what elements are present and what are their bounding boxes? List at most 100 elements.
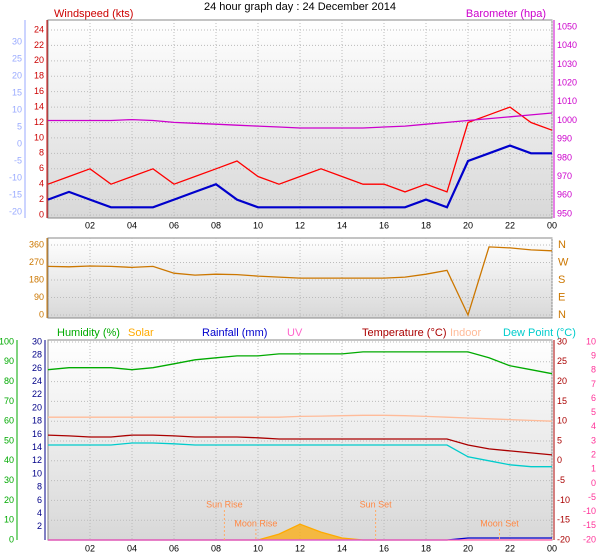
series-line — [47, 144, 552, 209]
annotation: Sun Set — [360, 499, 393, 509]
y-tick-label: 0 — [9, 534, 14, 544]
y2-tick-label: 1040 — [557, 40, 577, 50]
y2-tick-label: 24 — [32, 376, 42, 386]
y2-tick-label: 1000 — [557, 115, 577, 125]
y2-tick-label: 960 — [557, 190, 572, 200]
series-line — [47, 106, 553, 193]
y-tick-label: 90 — [4, 356, 14, 366]
series-line — [48, 442, 552, 468]
y3-tick-label: -5 — [14, 155, 22, 165]
y-tick-label: 270 — [29, 257, 44, 267]
y3-tick-label: 5 — [17, 121, 22, 131]
y3-tick-label: 20 — [557, 376, 567, 386]
y4-tick-label: -5 — [588, 492, 596, 502]
x-tick-label: 08 — [211, 543, 221, 553]
annotation: Moon Rise — [234, 518, 277, 528]
x-tick-label: 08 — [211, 220, 221, 230]
x-tick-label: 12 — [295, 220, 305, 230]
y4-tick-label: 6 — [591, 393, 596, 403]
y2-tick-label: 1050 — [557, 21, 577, 31]
y-tick-label: 20 — [4, 495, 14, 505]
y3-tick-label: 10 — [12, 104, 22, 114]
legend-entry: UV — [287, 327, 303, 339]
y4-tick-label: 8 — [591, 365, 596, 375]
y-tick-label: 24 — [34, 24, 44, 34]
y3-tick-label: 25 — [12, 53, 22, 63]
area-fill — [48, 524, 552, 540]
y-tick-label: 80 — [4, 376, 14, 386]
x-tick-label: 04 — [127, 220, 137, 230]
y2-tick-label: 14 — [32, 442, 42, 452]
y3-tick-label: -15 — [557, 515, 570, 525]
y2-tick-label: 20 — [32, 402, 42, 412]
y-tick-label: 20 — [34, 55, 44, 65]
y2-tick-label: 1010 — [557, 96, 577, 106]
y4-tick-label: 9 — [591, 351, 596, 361]
x-tick-label: 10 — [253, 220, 263, 230]
y4-tick-label: 0 — [591, 478, 596, 488]
y3-tick-label: 30 — [12, 36, 22, 46]
y4-tick-label: 3 — [591, 435, 596, 445]
x-tick-label: 22 — [505, 543, 515, 553]
legend-entry: Solar — [128, 327, 154, 339]
y3-tick-label: -20 — [557, 534, 570, 544]
compass-label: S — [558, 274, 565, 286]
y3-tick-label: 10 — [557, 416, 567, 426]
chart-title: 24 hour graph day : 24 December 2014 — [204, 1, 396, 13]
legend-entry: Dew Point (°C) — [503, 327, 576, 339]
x-tick-label: 16 — [379, 543, 389, 553]
y-tick-label: 30 — [4, 475, 14, 485]
y-tick-label: 8 — [39, 148, 44, 158]
y3-tick-label: 25 — [557, 356, 567, 366]
y3-tick-label: -20 — [9, 206, 22, 216]
y-tick-label: 14 — [34, 101, 44, 111]
y2-tick-label: 970 — [557, 171, 572, 181]
y3-tick-label: 0 — [557, 455, 562, 465]
axis-title: Windspeed (kts) — [54, 8, 133, 20]
series-line — [47, 434, 553, 456]
y4-tick-label: 1 — [591, 464, 596, 474]
y-tick-label: 2 — [39, 194, 44, 204]
y2-tick-label: 1030 — [557, 59, 577, 69]
y4-tick-label: 2 — [591, 450, 596, 460]
y2-tick-label: 950 — [557, 208, 572, 218]
compass-label: W — [558, 256, 569, 268]
y-tick-label: 60 — [4, 416, 14, 426]
y4-tick-label: 5 — [591, 407, 596, 417]
compass-label: N — [558, 309, 566, 321]
y3-tick-label: 20 — [12, 70, 22, 80]
axis-title: Barometer (hpa) — [466, 8, 546, 20]
y4-tick-label: -10 — [583, 506, 596, 516]
y-tick-label: 90 — [34, 292, 44, 302]
y2-tick-label: 30 — [32, 336, 42, 346]
x-tick-label: 10 — [253, 543, 263, 553]
compass-label: N — [558, 239, 566, 251]
legend-entry: Humidity (%) — [57, 327, 120, 339]
annotation: Sun Rise — [206, 499, 243, 509]
y2-tick-label: 2 — [37, 521, 42, 531]
y2-tick-label: 4 — [37, 508, 42, 518]
legend-entry: Temperature (°C) — [362, 327, 446, 339]
y-tick-label: 0 — [39, 209, 44, 219]
x-tick-label: 18 — [421, 220, 431, 230]
y-tick-label: 6 — [39, 163, 44, 173]
x-tick-label: 06 — [169, 220, 179, 230]
x-tick-label: 16 — [379, 220, 389, 230]
y2-tick-label: 1020 — [557, 77, 577, 87]
y-tick-label: 40 — [4, 455, 14, 465]
y3-tick-label: -5 — [557, 475, 565, 485]
y-tick-label: 10 — [4, 515, 14, 525]
y2-tick-label: 16 — [32, 429, 42, 439]
y2-tick-label: 12 — [32, 455, 42, 465]
series-line — [47, 246, 553, 317]
y2-tick-label: 990 — [557, 134, 572, 144]
legend-entry: Rainfall (mm) — [202, 327, 267, 339]
y3-tick-label: 5 — [557, 435, 562, 445]
y4-tick-label: 10 — [586, 336, 596, 346]
y2-tick-label: 18 — [32, 416, 42, 426]
series-line — [48, 112, 553, 129]
x-tick-label: 02 — [85, 543, 95, 553]
y-tick-label: 18 — [34, 71, 44, 81]
series-line — [47, 351, 553, 375]
x-tick-label: 14 — [337, 543, 347, 553]
